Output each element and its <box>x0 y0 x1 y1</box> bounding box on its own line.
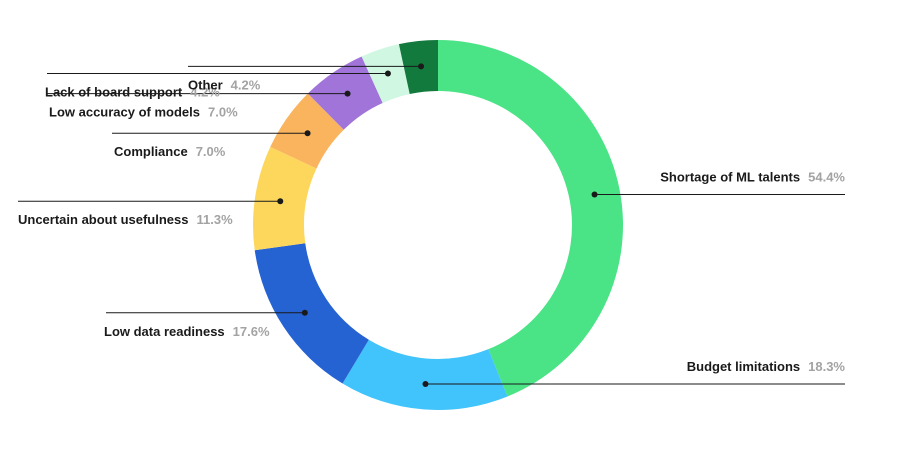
leader-dot-shortage-of-ml-talents <box>591 191 598 198</box>
leader-dot-lack-of-board-support <box>384 70 391 77</box>
label-uncertain-about-usefulness: Uncertain about usefulness 11.3% <box>18 212 233 227</box>
label-other: Other 4.2% <box>188 77 261 92</box>
label-name: Other <box>188 77 223 92</box>
slice-shortage-of-ml-talents <box>438 40 624 397</box>
leader-dot-other <box>418 63 425 70</box>
label-compliance: Compliance 7.0% <box>114 144 226 159</box>
label-percent: 4.2% <box>190 85 220 100</box>
label-percent: 54.4% <box>808 169 845 184</box>
donut-slices <box>253 40 624 410</box>
leader-dot-low-accuracy-of-models <box>344 90 351 97</box>
leader-dot-compliance <box>304 130 311 137</box>
label-percent: 11.3% <box>196 212 233 227</box>
label-percent: 7.0% <box>208 105 238 120</box>
label-low-accuracy-of-models: Low accuracy of models 7.0% <box>49 105 238 120</box>
leader-lines <box>18 63 845 388</box>
label-name: Low accuracy of models <box>49 105 200 120</box>
leader-dot-uncertain-about-usefulness <box>277 198 284 205</box>
label-percent: 17.6% <box>233 324 270 339</box>
label-lack-of-board-support: Lack of board support 4.2% <box>45 85 220 100</box>
slice-labels: Shortage of ML talents 54.4% Budget limita… <box>18 77 845 374</box>
label-name: Budget limitations <box>687 359 800 374</box>
label-name: Lack of board support <box>45 85 183 100</box>
label-percent: 18.3% <box>808 359 845 374</box>
label-shortage-of-ml-talents: Shortage of ML talents 54.4% <box>660 169 845 184</box>
leader-dot-low-data-readiness <box>301 309 308 316</box>
label-percent: 7.0% <box>196 144 226 159</box>
label-name: Low data readiness <box>104 324 225 339</box>
slice-budget-limitations <box>342 339 508 410</box>
label-low-data-readiness: Low data readiness 17.6% <box>104 324 270 339</box>
label-percent: 4.2% <box>231 77 261 92</box>
label-name: Uncertain about usefulness <box>18 212 188 227</box>
slice-uncertain-about-usefulness <box>253 146 317 251</box>
label-name: Shortage of ML talents <box>660 169 800 184</box>
leader-dot-budget-limitations <box>422 381 429 388</box>
label-budget-limitations: Budget limitations 18.3% <box>687 359 846 374</box>
label-name: Compliance <box>114 144 188 159</box>
slice-low-data-readiness <box>254 243 369 384</box>
